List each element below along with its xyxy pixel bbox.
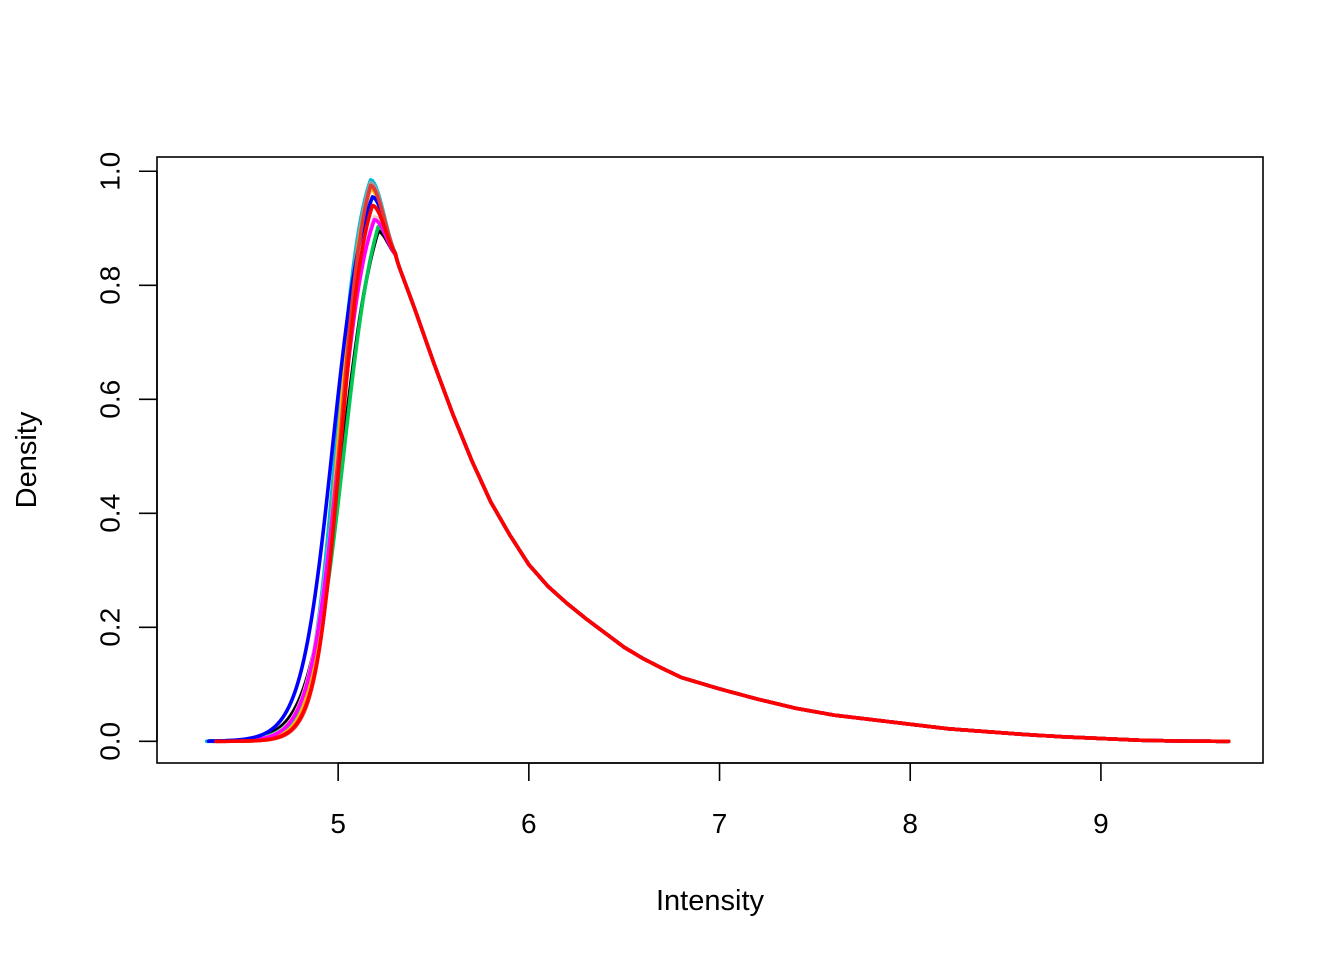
y-tick-label: 0.4: [95, 494, 126, 533]
y-tick-label: 0.0: [95, 722, 126, 761]
y-axis: 0.0 0.2 0.4 0.6 0.8 1.0: [95, 152, 158, 761]
density-curve-2: [208, 224, 1231, 744]
y-axis-label: Density: [11, 411, 43, 508]
x-axis-label: Intensity: [656, 885, 764, 917]
x-tick-label: 9: [1093, 808, 1109, 839]
x-tick-label: 6: [521, 808, 537, 839]
series-layer: [204, 178, 1231, 744]
density-curve-6: [210, 186, 1231, 744]
y-tick-label: 1.0: [95, 152, 126, 191]
x-axis: 5 6 7 8 9: [330, 762, 1109, 839]
density-curve-4: [210, 180, 1231, 744]
plot-area-frame: [156, 156, 1264, 764]
x-tick-label: 8: [902, 808, 918, 839]
y-tick-label: 0.2: [95, 608, 126, 647]
density-curve-10: [214, 203, 1231, 744]
y-tick-label: 0.6: [95, 380, 126, 419]
y-tick-label: 0.8: [95, 266, 126, 305]
x-tick-label: 7: [712, 808, 728, 839]
x-tick-label: 5: [330, 808, 346, 839]
